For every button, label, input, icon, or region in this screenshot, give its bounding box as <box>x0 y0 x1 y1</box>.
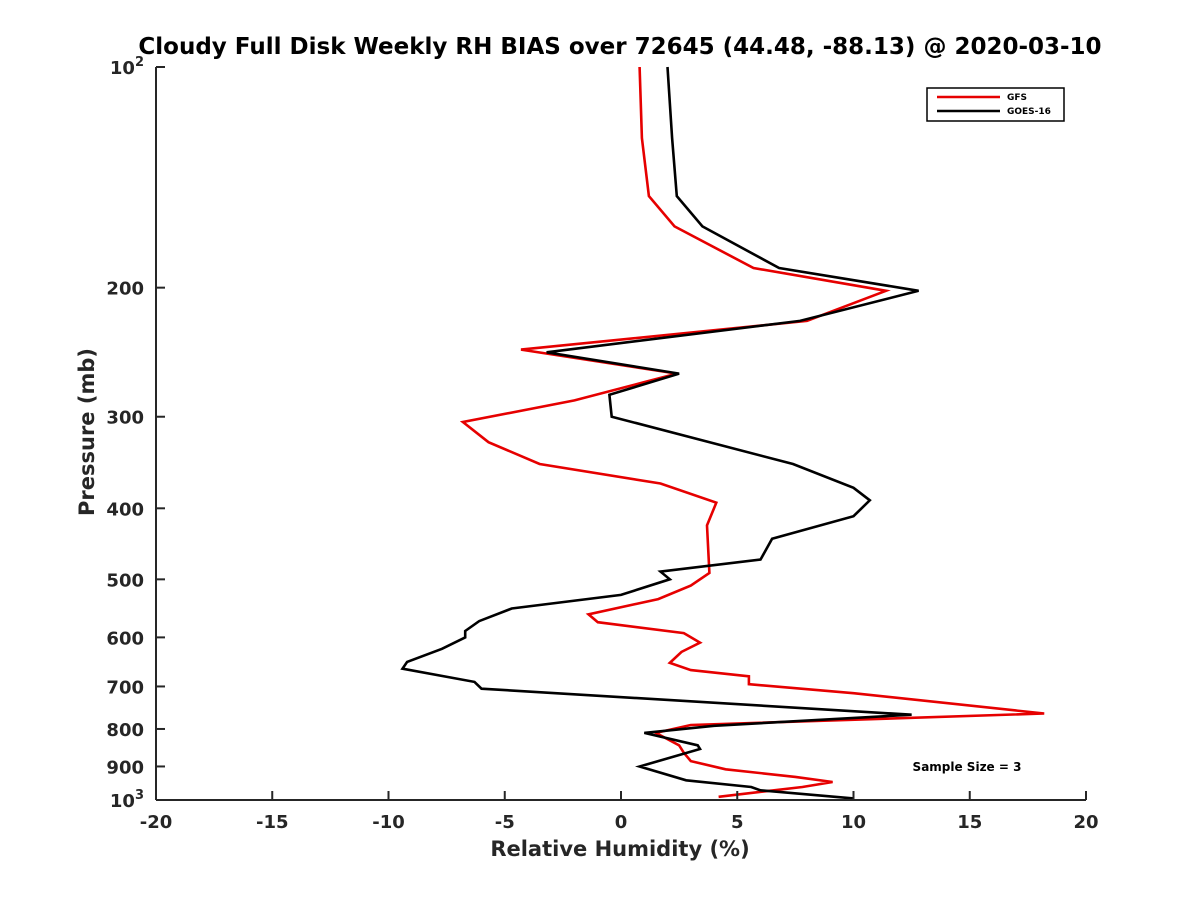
x-tick-label: 20 <box>1073 812 1098 833</box>
legend: GFS GOES-16 <box>926 87 1065 122</box>
y-tick-label: 200 <box>106 279 144 300</box>
legend-label: GOES-16 <box>1007 107 1051 117</box>
x-tick-label: 0 <box>615 812 628 833</box>
x-tick-label: 10 <box>841 812 866 833</box>
chart-title: Cloudy Full Disk Weekly RH BIAS over 726… <box>138 34 1101 60</box>
y-tick-label: 700 <box>106 677 144 698</box>
y-tick-label: 103 <box>110 788 144 812</box>
y-axis-label: Pressure (mb) <box>75 348 99 516</box>
series-line-goes-16 <box>400 66 919 800</box>
y-tick-label: 900 <box>106 757 144 778</box>
y-tick-label: 400 <box>106 499 144 520</box>
y-tick-label: 500 <box>106 570 144 591</box>
x-tick-label: 15 <box>957 812 982 833</box>
x-tick-label: -10 <box>372 812 405 833</box>
x-axis-label: Relative Humidity (%) <box>490 837 749 861</box>
x-tick-label: -15 <box>256 812 289 833</box>
series-line-gfs <box>459 66 1045 799</box>
legend-box <box>926 87 1065 122</box>
legend-label: GFS <box>1007 93 1027 103</box>
x-tick-label: -5 <box>495 812 515 833</box>
x-tick-label: 5 <box>731 812 744 833</box>
y-tick-label: 800 <box>106 720 144 741</box>
sample-size-annotation: Sample Size = 3 <box>913 760 1022 774</box>
x-tick-label: -20 <box>140 812 173 833</box>
y-tick-label: 600 <box>106 628 144 649</box>
y-tick-label: 102 <box>110 55 144 79</box>
y-tick-label: 300 <box>106 408 144 429</box>
